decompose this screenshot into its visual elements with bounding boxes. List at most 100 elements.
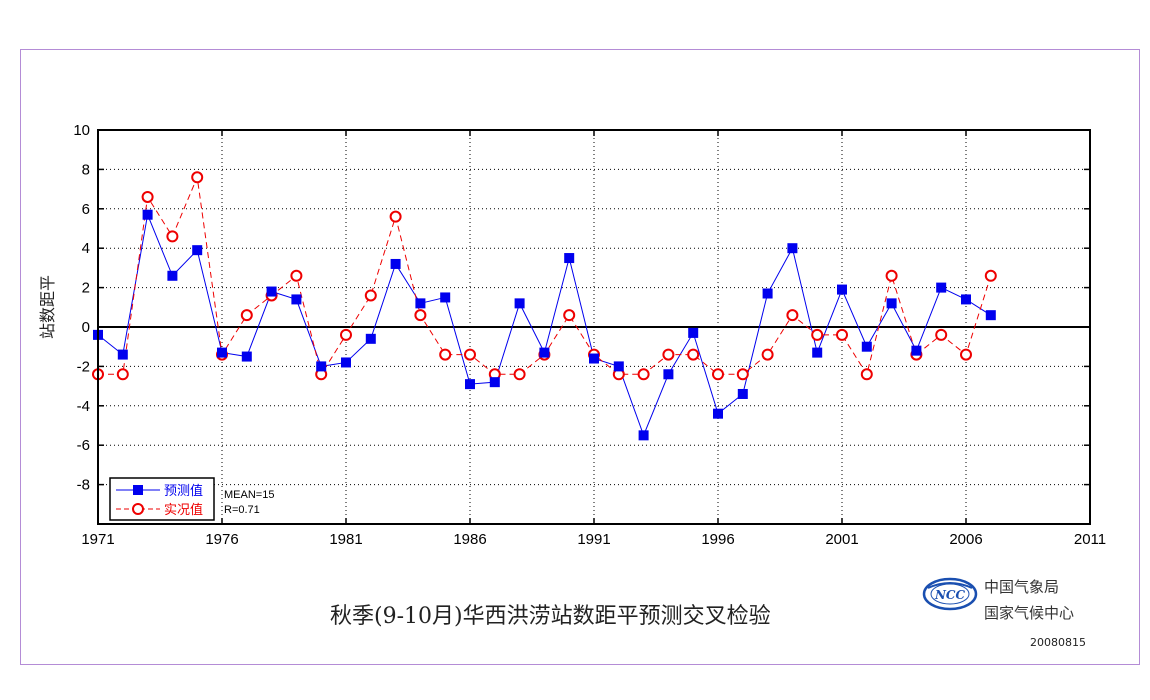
observed-point xyxy=(811,328,824,341)
plot-border xyxy=(97,129,1091,525)
predicted-point xyxy=(886,298,897,309)
chart-date: 20080815 xyxy=(1030,636,1086,649)
x-tick-label: 1971 xyxy=(81,531,114,548)
observed-point xyxy=(637,368,650,381)
logo-text: NCC xyxy=(934,588,966,602)
predicted-point xyxy=(217,347,227,358)
predicted-point xyxy=(837,284,847,295)
x-tick-label: 1996 xyxy=(701,531,734,548)
observed-point xyxy=(836,328,848,341)
observed-point xyxy=(885,269,898,282)
observed-point xyxy=(191,171,204,184)
predicted-point xyxy=(713,408,723,419)
y-tick-label: 4 xyxy=(82,240,90,257)
y-axis-label: 站数距平 xyxy=(38,275,57,339)
predicted-point xyxy=(167,270,178,281)
stats-annotation: MEAN=15 xyxy=(224,489,274,501)
predicted-point xyxy=(737,388,748,399)
legend-marker-predicted xyxy=(133,485,143,495)
predicted-point xyxy=(117,349,128,360)
x-tick-label: 1976 xyxy=(205,531,238,548)
observed-point xyxy=(464,348,476,361)
predicted-point xyxy=(489,377,500,388)
y-tick-label: 6 xyxy=(82,201,90,218)
x-tick-label: 2006 xyxy=(949,531,982,548)
org-name-cma: 中国气象局 xyxy=(984,578,1060,596)
y-tick-label: -2 xyxy=(77,358,90,375)
predicted-point xyxy=(365,333,376,344)
observed-point xyxy=(513,368,526,381)
y-tick-label: -4 xyxy=(77,398,90,415)
predicted-point xyxy=(985,310,996,321)
predicted-point xyxy=(861,341,872,352)
x-tick-label: 2001 xyxy=(825,531,858,548)
predicted-point xyxy=(812,347,823,358)
org-name-ncc: 国家气候中心 xyxy=(984,604,1075,622)
y-tick-label: -6 xyxy=(77,437,90,454)
observed-point xyxy=(960,348,972,361)
stats-annotation: R=0.71 xyxy=(224,504,260,516)
predicted-point xyxy=(613,361,624,372)
predicted-point xyxy=(787,243,798,254)
legend-label-observed: 实况值 xyxy=(164,502,203,518)
x-tick-label: 1981 xyxy=(329,531,362,548)
x-tick-label: 1986 xyxy=(453,531,486,548)
y-tick-label: 10 xyxy=(73,122,90,139)
x-tick-label: 1991 xyxy=(577,531,610,548)
predicted-point xyxy=(316,361,327,372)
predicted-point xyxy=(688,327,699,338)
predicted-point xyxy=(539,347,550,358)
observed-point xyxy=(141,190,154,203)
x-tick-label: 2011 xyxy=(1074,531,1106,548)
observed-point xyxy=(240,309,253,322)
observed-point xyxy=(116,368,129,381)
predicted-point xyxy=(415,298,426,309)
predicted-point xyxy=(663,369,674,380)
observed-point xyxy=(340,328,352,341)
predicted-point xyxy=(762,288,773,299)
predicted-point xyxy=(341,357,351,368)
observed-point xyxy=(563,309,576,322)
observed-point xyxy=(984,269,997,282)
predicted-point xyxy=(142,209,153,220)
y-tick-label: 2 xyxy=(82,280,90,297)
predicted-point xyxy=(564,253,575,264)
observed-point xyxy=(712,368,724,381)
y-tick-label: 0 xyxy=(82,319,90,336)
chart-frame xyxy=(20,49,1140,665)
observed-point xyxy=(935,328,948,341)
predicted-point xyxy=(589,353,599,364)
legend-label-predicted: 预测值 xyxy=(164,483,203,499)
predicted-point xyxy=(638,430,649,441)
predicted-point xyxy=(291,294,302,305)
observed-point xyxy=(736,368,749,381)
y-tick-label: -8 xyxy=(77,477,90,494)
legend-marker-observed xyxy=(132,503,144,515)
predicted-point xyxy=(241,351,252,362)
observed-point xyxy=(662,348,675,361)
predicted-point xyxy=(936,282,947,293)
observed-point xyxy=(389,210,402,223)
observed-point xyxy=(687,348,700,361)
legend-box xyxy=(109,477,215,521)
predicted-point xyxy=(390,258,401,269)
observed-point xyxy=(761,348,774,361)
predicted-point xyxy=(465,379,475,390)
predicted-point xyxy=(192,245,203,256)
observed-point xyxy=(166,230,179,243)
ncc-logo-icon: NCC xyxy=(922,577,978,611)
predicted-point xyxy=(961,294,971,305)
observed-point xyxy=(290,269,303,282)
predicted-point xyxy=(514,298,525,309)
observed-point xyxy=(414,309,427,322)
predicted-point xyxy=(911,345,922,356)
observed-point xyxy=(786,309,799,322)
observed-point xyxy=(364,289,377,302)
y-tick-label: 8 xyxy=(82,161,90,178)
observed-point xyxy=(860,368,873,381)
predicted-point xyxy=(440,292,451,303)
chart-title: 秋季(9-10月)华西洪涝站数距平预测交叉检验 xyxy=(330,604,771,629)
predicted-point xyxy=(266,286,277,297)
observed-point xyxy=(439,348,452,361)
